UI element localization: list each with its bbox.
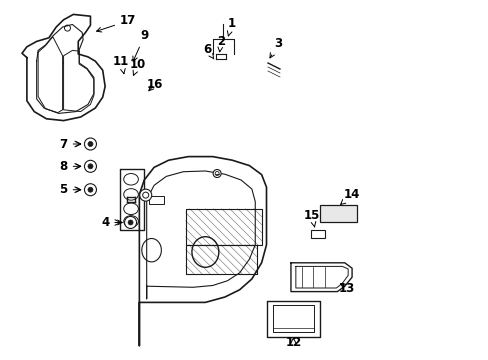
Text: 5: 5 — [60, 183, 81, 196]
Circle shape — [84, 160, 96, 172]
Polygon shape — [63, 50, 94, 112]
Circle shape — [84, 184, 96, 196]
Circle shape — [140, 189, 151, 201]
Bar — [311, 230, 325, 238]
Circle shape — [124, 216, 136, 229]
Text: 9: 9 — [133, 29, 148, 61]
Circle shape — [88, 164, 93, 169]
Text: 10: 10 — [129, 58, 146, 75]
Text: 11: 11 — [113, 55, 129, 74]
Text: 7: 7 — [60, 138, 81, 150]
Circle shape — [128, 220, 133, 225]
Circle shape — [88, 141, 93, 147]
Circle shape — [88, 187, 93, 192]
Text: 2: 2 — [217, 35, 224, 52]
Bar — [149, 196, 163, 204]
Text: 4: 4 — [101, 216, 122, 229]
Bar — [320, 205, 356, 222]
Circle shape — [213, 170, 221, 177]
Text: 12: 12 — [285, 336, 301, 348]
Text: 13: 13 — [338, 282, 355, 294]
Text: 16: 16 — [146, 78, 163, 91]
Text: 15: 15 — [303, 209, 320, 227]
Text: 17: 17 — [97, 14, 136, 32]
Text: 14: 14 — [340, 188, 360, 204]
Circle shape — [84, 138, 96, 150]
Text: 6: 6 — [203, 43, 213, 59]
Text: 8: 8 — [60, 160, 81, 173]
Text: 3: 3 — [269, 37, 282, 58]
Polygon shape — [38, 37, 62, 113]
Text: 1: 1 — [227, 17, 235, 36]
